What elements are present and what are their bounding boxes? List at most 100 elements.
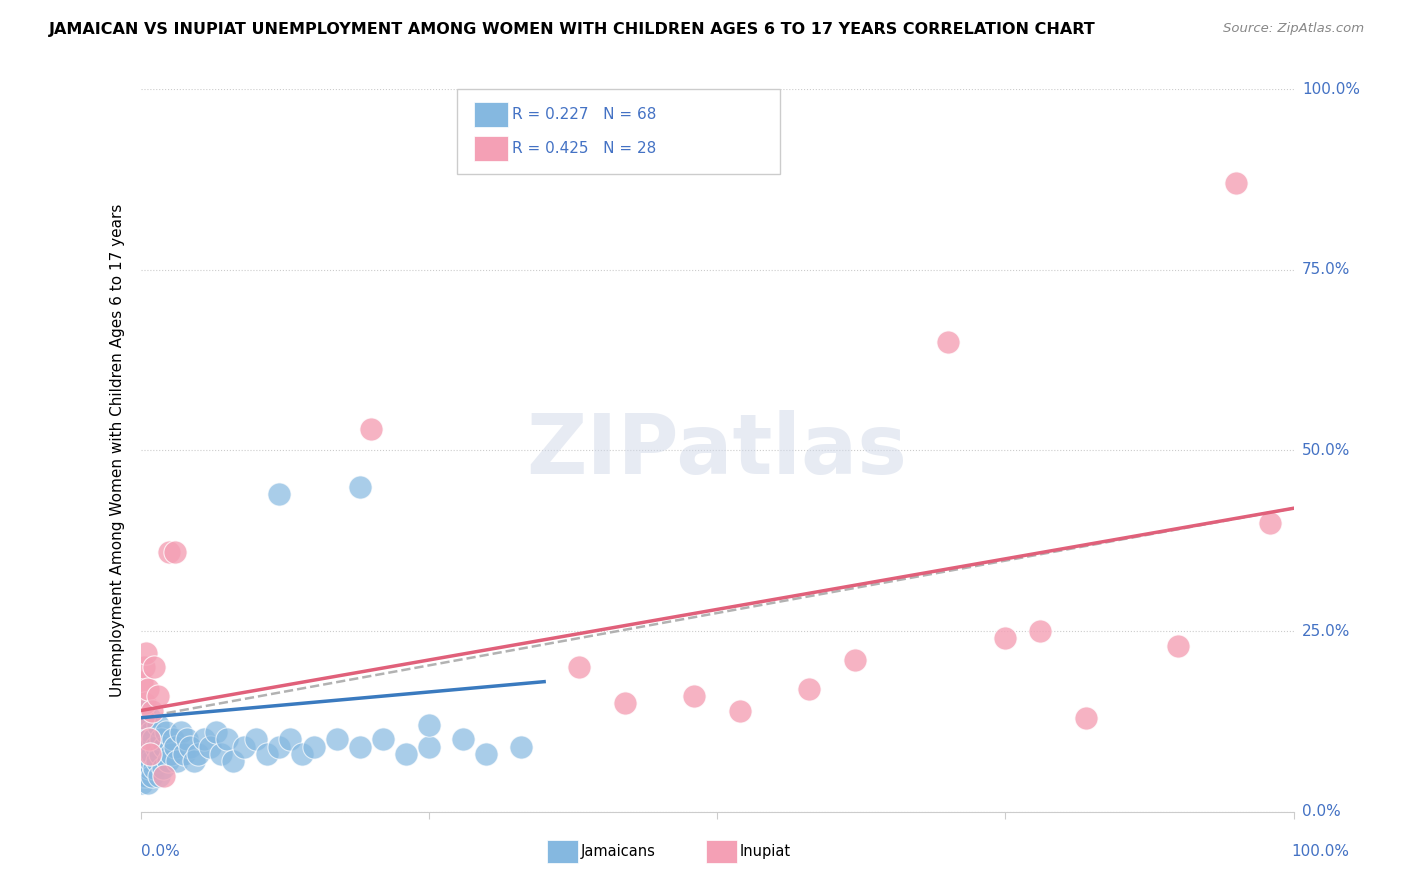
Text: Jamaicans: Jamaicans [581,845,655,859]
Point [142,732,165,747]
Point [134,754,156,768]
Point [150,732,173,747]
Point [135,718,157,732]
Point [159,747,181,761]
Point [453,732,475,747]
Point [844,653,866,667]
Point [193,732,215,747]
Text: 0.0%: 0.0% [141,845,180,859]
Point [183,754,205,768]
Point [179,739,201,754]
Point [138,732,160,747]
Point [134,696,156,710]
Point [349,739,371,754]
Text: 25.0%: 25.0% [1302,624,1350,639]
Point [245,732,267,747]
Point [141,704,163,718]
Point [132,761,155,775]
Point [222,754,245,768]
Text: ZIPatlas: ZIPatlas [527,410,907,491]
Point [1225,176,1247,190]
Point [132,711,155,725]
Point [475,747,498,761]
Point [138,732,160,747]
Y-axis label: Unemployment Among Women with Children Ages 6 to 17 years: Unemployment Among Women with Children A… [110,203,125,698]
Point [256,747,278,761]
Point [176,732,198,747]
Point [1029,624,1052,639]
Point [162,732,184,747]
Point [139,739,162,754]
Point [139,711,162,725]
Point [510,739,533,754]
Text: 100.0%: 100.0% [1292,845,1350,859]
Point [148,769,170,783]
Point [166,754,188,768]
Text: Inupiat: Inupiat [740,845,790,859]
Point [149,747,172,761]
Point [217,732,239,747]
Point [683,689,706,703]
Point [360,422,382,436]
Point [141,769,163,783]
Point [799,681,821,696]
Text: 75.0%: 75.0% [1302,262,1350,277]
Point [418,718,440,732]
Point [1167,639,1189,653]
Point [280,732,302,747]
Point [145,739,167,754]
Point [132,732,155,747]
Point [165,739,187,754]
Point [134,725,156,739]
Point [173,747,195,761]
Point [132,704,155,718]
Point [136,776,159,790]
Point [187,747,209,761]
Text: R = 0.425   N = 28: R = 0.425 N = 28 [512,141,657,156]
Point [204,725,226,739]
Point [1260,516,1282,530]
Point [155,725,177,739]
Point [136,747,159,761]
Point [418,739,440,754]
Point [131,776,153,790]
Point [233,739,256,754]
Point [139,747,162,761]
Point [165,544,187,558]
Point [994,632,1017,646]
Point [138,761,160,775]
Point [371,732,394,747]
Point [139,725,162,739]
Point [145,754,167,768]
Text: R = 0.227   N = 68: R = 0.227 N = 68 [512,107,657,122]
Point [146,689,169,703]
Point [568,660,591,674]
Point [152,761,174,775]
Point [152,739,174,754]
Point [267,487,290,501]
Text: 50.0%: 50.0% [1302,443,1350,458]
Point [132,769,155,783]
Point [395,747,418,761]
Point [291,747,314,761]
Point [170,725,193,739]
Point [349,480,371,494]
Point [135,646,157,660]
Point [135,769,157,783]
Point [198,739,221,754]
Text: Source: ZipAtlas.com: Source: ZipAtlas.com [1223,22,1364,36]
Point [325,732,347,747]
Point [728,704,751,718]
Point [1074,711,1097,725]
Point [146,718,169,732]
Text: 0.0%: 0.0% [1302,805,1340,819]
Point [143,761,166,775]
Point [139,754,162,768]
Point [613,696,636,710]
Point [267,739,290,754]
Point [141,747,163,761]
Text: JAMAICAN VS INUPIAT UNEMPLOYMENT AMONG WOMEN WITH CHILDREN AGES 6 TO 17 YEARS CO: JAMAICAN VS INUPIAT UNEMPLOYMENT AMONG W… [49,22,1095,37]
Text: 100.0%: 100.0% [1302,82,1360,96]
Point [131,747,153,761]
Point [302,739,325,754]
